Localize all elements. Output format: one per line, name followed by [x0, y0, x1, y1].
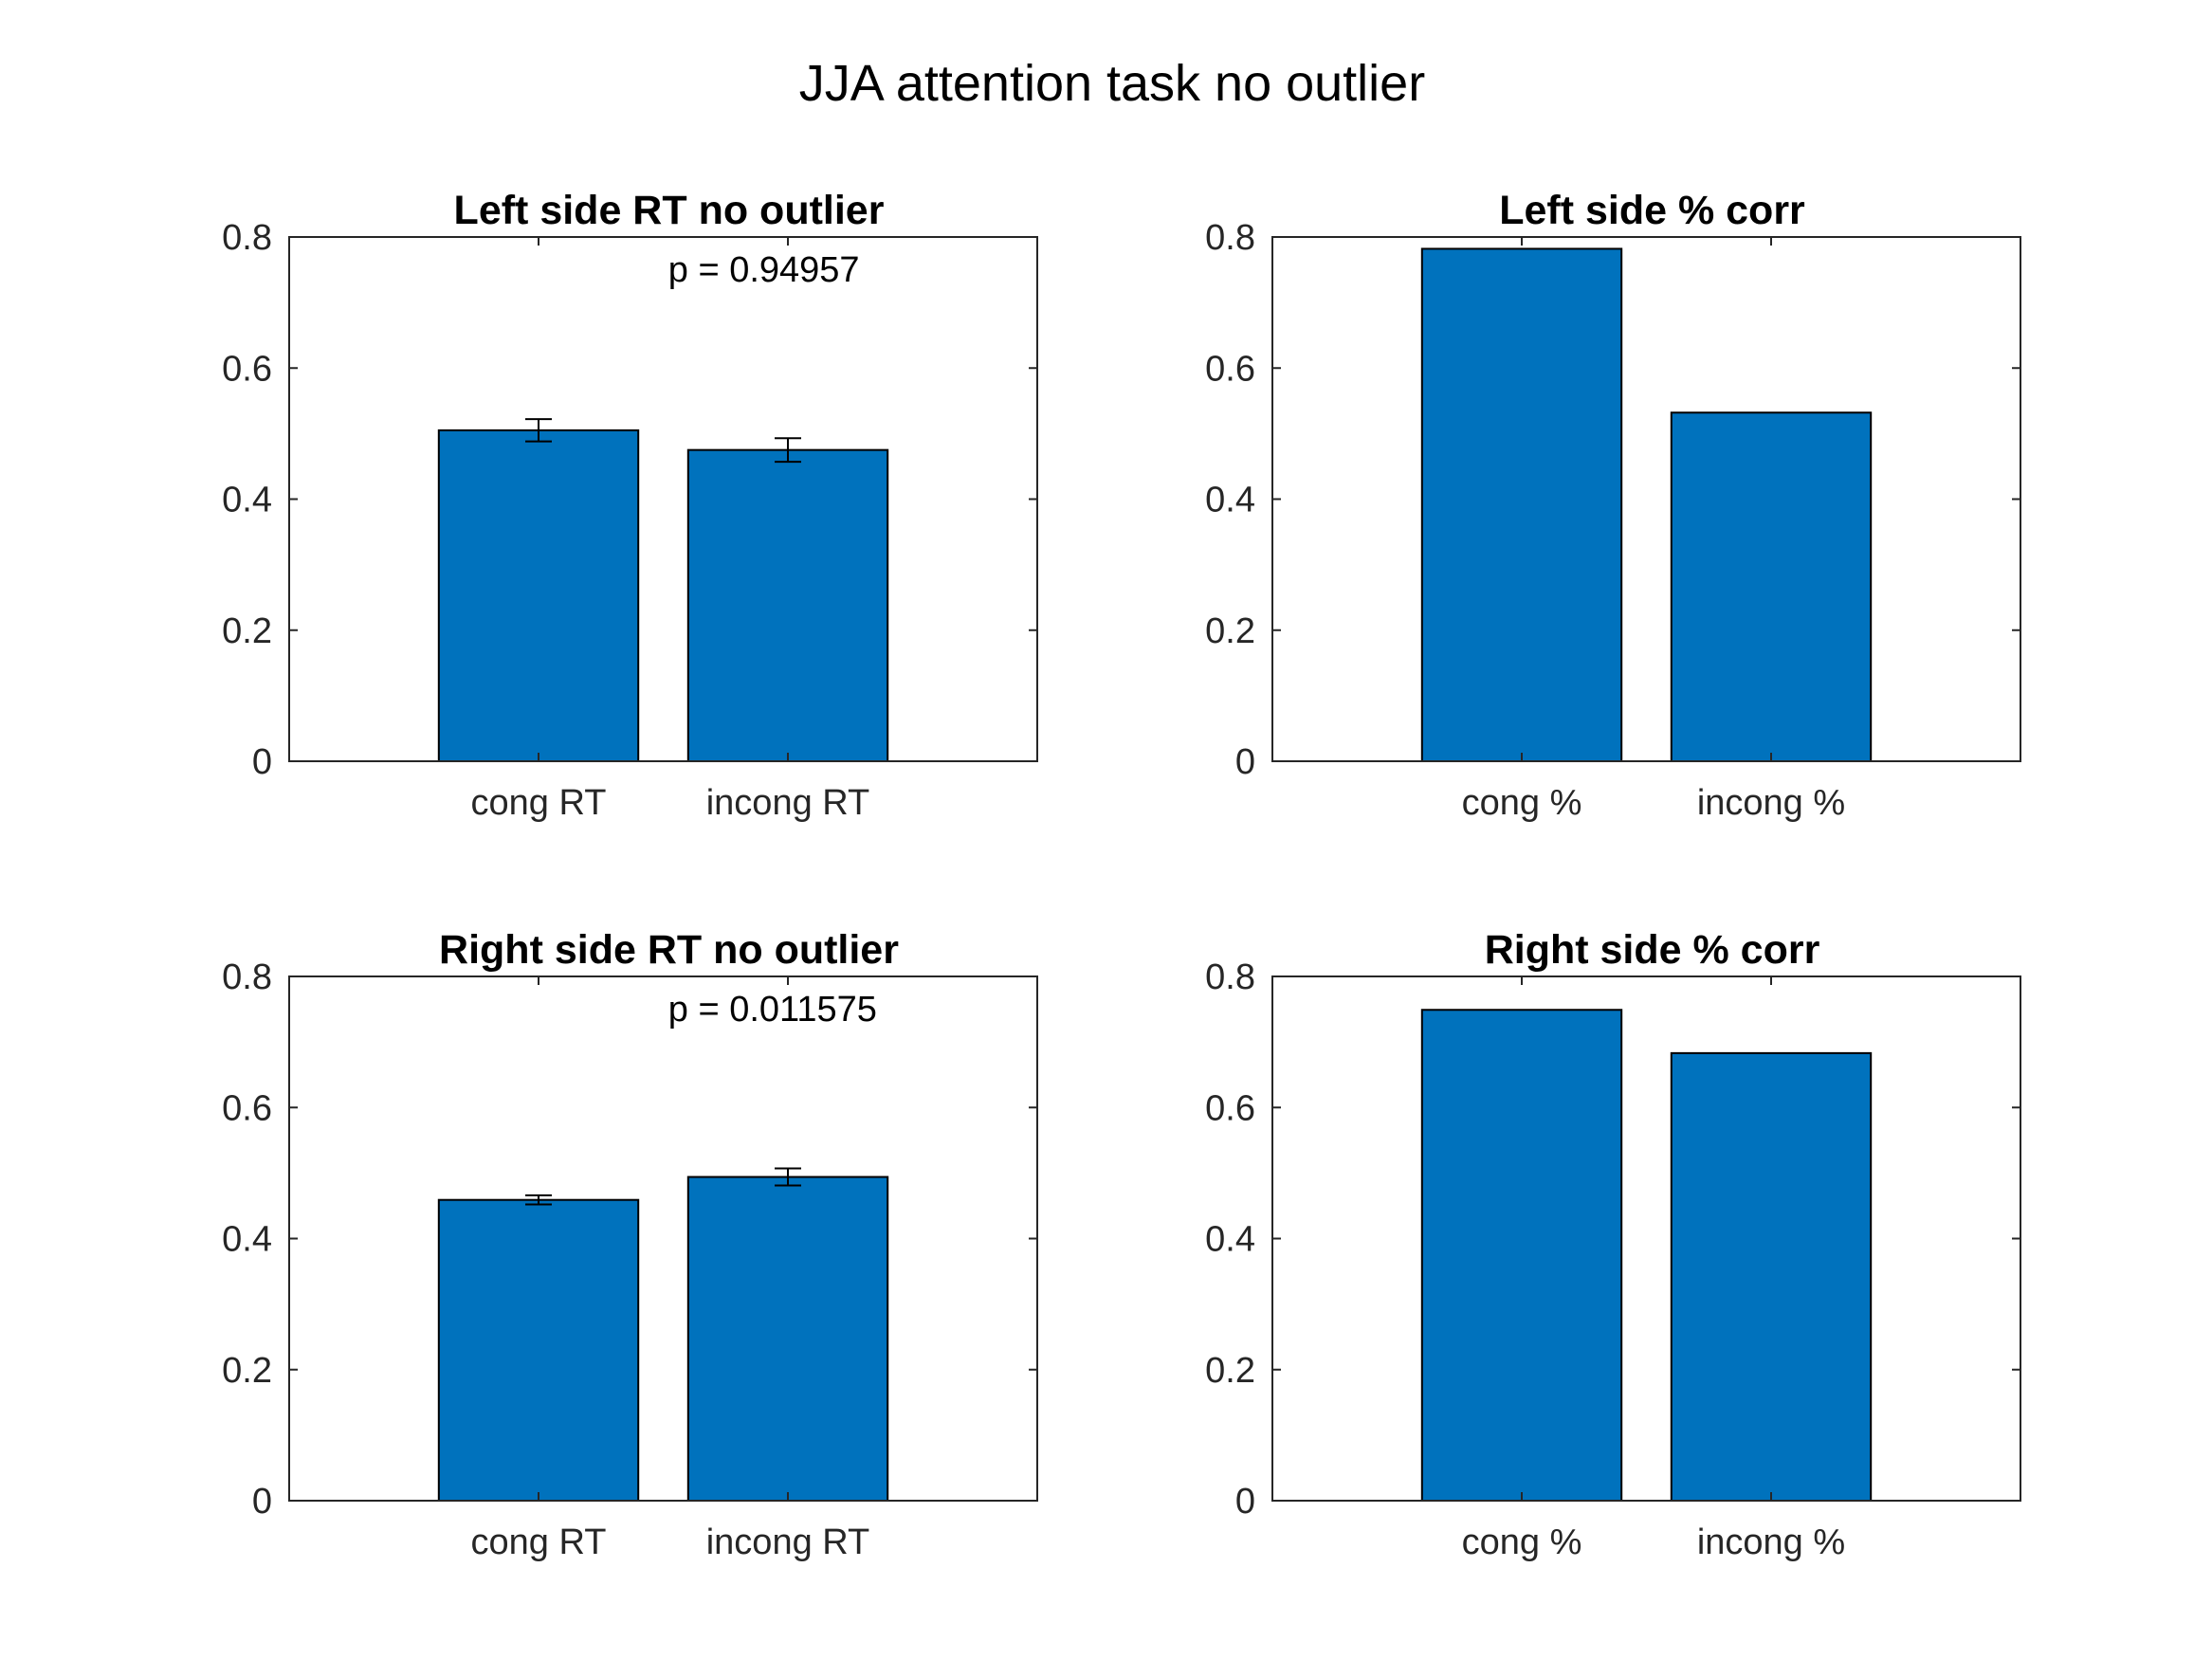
right-corr-axes-box	[1271, 975, 2021, 1502]
subplot-left-corr: 0 0.2 0.4 0.6 0.8 cong % incong % Left side % c…	[1205, 188, 2021, 823]
left-rt-axes-box	[288, 236, 1038, 762]
left-corr-ytick-label: 0.6	[1205, 349, 1255, 389]
left-corr-bar-incong	[1670, 411, 1873, 762]
left-corr-ytick-label: 0.2	[1205, 611, 1255, 651]
right-rt-errorbar-cong	[525, 1194, 552, 1206]
left-corr-xtick-label: cong %	[1462, 783, 1582, 823]
left-rt-errorbar-incong	[775, 437, 801, 464]
subplot-right-corr: 0 0.2 0.4 0.6 0.8 cong % incong % Right side % …	[1205, 927, 2021, 1562]
right-rt-ytick-label: 0.4	[222, 1220, 272, 1260]
right-corr-xtick-label: incong %	[1697, 1522, 1845, 1562]
right-corr-xtick-label: cong %	[1462, 1522, 1582, 1562]
left-rt-xtick-label: cong RT	[471, 783, 607, 823]
left-corr-ytick-label: 0.8	[1205, 218, 1255, 258]
right-rt-p-value: p = 0.011575	[668, 990, 877, 1030]
right-corr-ytick-label: 0	[1235, 1482, 1255, 1522]
right-rt-bar-incong	[686, 1176, 889, 1502]
right-rt-title: Right side RT no outlier	[439, 927, 899, 973]
right-rt-errorbar-incong	[775, 1167, 801, 1187]
right-corr-ytick-label: 0.8	[1205, 957, 1255, 997]
right-rt-xtick-label: cong RT	[471, 1522, 607, 1562]
left-corr-xtick-label: incong %	[1697, 783, 1845, 823]
right-rt-bar-cong	[437, 1198, 640, 1503]
left-rt-ytick-label: 0.6	[222, 349, 272, 389]
left-rt-ytick-label: 0	[252, 742, 272, 782]
right-rt-ytick-label: 0	[252, 1482, 272, 1522]
subplot-left-rt: 0 0.2 0.4 0.6 0.8 cong RT incong RT Left side R…	[222, 188, 1038, 823]
right-corr-ytick-label: 0.2	[1205, 1351, 1255, 1391]
right-corr-title: Right side % corr	[1485, 927, 1820, 973]
left-rt-ytick-label: 0.4	[222, 481, 272, 520]
right-rt-axes-box	[288, 975, 1038, 1502]
figure-title: JJA attention task no outlier	[799, 55, 1425, 112]
right-rt-ytick-label: 0.2	[222, 1351, 272, 1391]
subplot-right-rt: 0 0.2 0.4 0.6 0.8 cong RT incong RT Right side …	[222, 927, 1038, 1562]
left-corr-ytick-label: 0.4	[1205, 481, 1255, 520]
left-corr-ytick-label: 0	[1235, 742, 1255, 782]
left-rt-title: Left side RT no outlier	[454, 188, 885, 233]
right-corr-ytick-label: 0.4	[1205, 1220, 1255, 1260]
left-rt-errorbar-cong	[525, 418, 552, 443]
left-rt-bar-incong	[686, 448, 889, 762]
right-rt-xtick-label: incong RT	[706, 1522, 870, 1562]
left-rt-ytick-label: 0.2	[222, 611, 272, 651]
left-corr-bar-cong	[1420, 247, 1623, 762]
right-corr-bar-incong	[1670, 1051, 1873, 1502]
left-corr-axes-box	[1271, 236, 2021, 762]
subplot-grid: 0 0.2 0.4 0.6 0.8 cong RT incong RT Left side R…	[222, 188, 2021, 1562]
right-rt-ytick-label: 0.6	[222, 1088, 272, 1128]
left-rt-xtick-label: incong RT	[706, 783, 870, 823]
left-rt-ytick-label: 0.8	[222, 218, 272, 258]
left-rt-bar-cong	[437, 428, 640, 762]
left-rt-p-value: p = 0.94957	[668, 250, 860, 290]
right-rt-ytick-label: 0.8	[222, 957, 272, 997]
left-corr-title: Left side % corr	[1499, 188, 1805, 233]
right-corr-bar-cong	[1420, 1009, 1623, 1503]
right-corr-ytick-label: 0.6	[1205, 1088, 1255, 1128]
